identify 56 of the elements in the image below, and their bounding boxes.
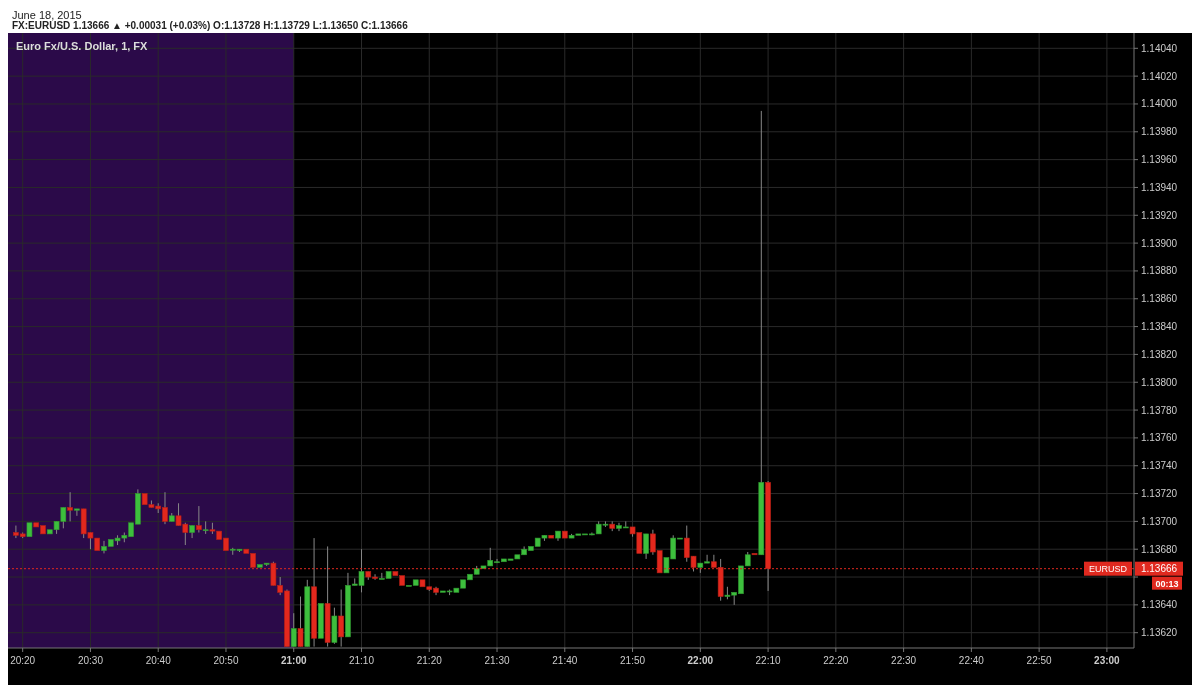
candlestick — [74, 508, 80, 517]
candlestick — [338, 589, 344, 648]
y-tick-label: 1.13820 — [1141, 348, 1178, 360]
x-tick-label: 22:10 — [755, 655, 782, 666]
x-tick-label: 21:20 — [416, 655, 443, 666]
x-tick-label: 22:00 — [687, 655, 714, 666]
x-tick-label: 22:30 — [891, 655, 917, 666]
x-tick-label: 20:20 — [10, 655, 36, 666]
y-tick-label: 1.14000 — [1141, 98, 1178, 110]
x-tick-label: 20:30 — [77, 655, 104, 666]
y-tick-label: 1.14020 — [1141, 70, 1178, 82]
candlestick — [643, 533, 649, 560]
ref-line-label: EURUSD — [1088, 563, 1128, 574]
x-tick-label: 21:00 — [280, 655, 307, 666]
y-tick-label: 1.13760 — [1141, 432, 1178, 444]
chart-subtitle: FX:EURUSD 1.13666 ▲ +0.00031 (+0.03%) O:1.13728 H:1.13729 L:1.13650 C:1.13666 — [12, 20, 409, 31]
candlestick — [297, 596, 304, 648]
x-tick-label: 22:50 — [1026, 655, 1053, 666]
y-tick-label: 1.13920 — [1141, 209, 1178, 221]
y-tick-label: 1.13860 — [1141, 293, 1178, 305]
x-tick-label: 22:20 — [823, 655, 849, 666]
candlestick — [548, 535, 555, 539]
text: June 18, 2015 — [12, 9, 82, 21]
x-tick-label: 22:40 — [958, 655, 985, 666]
x-tick-label: 21:40 — [552, 655, 578, 666]
y-tick-label: 1.13640 — [1141, 599, 1178, 611]
y-tick-label: 1.13700 — [1141, 515, 1178, 527]
y-tick-label: 1.13900 — [1141, 237, 1178, 249]
y-tick-label: 1.13960 — [1141, 154, 1178, 166]
y-tick-label: 1.13780 — [1141, 404, 1178, 416]
y-tick-label: 1.13940 — [1141, 181, 1178, 193]
y-tick-label: 1.13680 — [1141, 543, 1178, 555]
candlestick — [751, 553, 758, 556]
candlestick — [67, 491, 73, 522]
x-tick-label: 21:50 — [620, 655, 646, 666]
candlestick — [26, 522, 33, 537]
candlestick — [290, 612, 297, 648]
candlestick — [318, 603, 324, 639]
text: Euro Fx/U.S. Dollar, 1, FX — [16, 40, 149, 52]
x-tick-label: 20:40 — [145, 655, 172, 666]
candlestick — [196, 505, 202, 534]
x-tick-label: 20:50 — [213, 655, 239, 666]
y-tick-label: 1.13620 — [1141, 627, 1178, 639]
y-tick-label: 1.13800 — [1141, 376, 1178, 388]
y-tick-label: 1.13740 — [1141, 460, 1178, 472]
text: 00:13 — [1155, 578, 1179, 589]
y-tick-label: 1.13840 — [1141, 321, 1178, 333]
x-tick-label: 21:10 — [348, 655, 375, 666]
x-tick-label: 21:30 — [484, 655, 510, 666]
y-tick-label: 1.13880 — [1141, 265, 1178, 277]
text: 1.13666 — [1140, 563, 1178, 575]
x-tick-label: 23:00 — [1094, 655, 1121, 666]
y-tick-label: 1.13720 — [1141, 488, 1178, 500]
y-tick-label: 1.13980 — [1141, 126, 1178, 138]
y-tick-label: 1.14040 — [1141, 42, 1178, 54]
candlestick — [561, 530, 568, 539]
